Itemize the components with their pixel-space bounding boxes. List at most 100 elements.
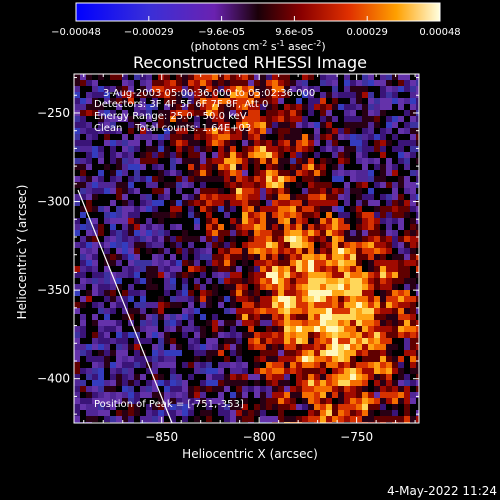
heatmap-cell <box>164 80 170 86</box>
heatmap-cell <box>302 410 308 416</box>
heatmap-cell <box>344 380 350 386</box>
heatmap-cell <box>314 398 320 404</box>
heatmap-cell <box>116 200 122 206</box>
heatmap-cell <box>128 278 134 284</box>
heatmap-cell <box>320 224 326 230</box>
heatmap-cell <box>368 140 374 146</box>
heatmap-cell <box>146 86 152 92</box>
heatmap-cell <box>212 188 218 194</box>
heatmap-cell <box>368 182 374 188</box>
heatmap-cell <box>128 116 134 122</box>
heatmap-cell <box>272 314 278 320</box>
heatmap-cell <box>104 224 110 230</box>
heatmap-cell <box>326 152 332 158</box>
heatmap-cell <box>86 398 92 404</box>
heatmap-cell <box>140 146 146 152</box>
heatmap-cell <box>194 200 200 206</box>
heatmap-cell <box>74 236 80 242</box>
heatmap-cell <box>188 128 194 134</box>
heatmap-cell <box>218 356 224 362</box>
heatmap-cell <box>152 176 158 182</box>
heatmap-cell <box>110 170 116 176</box>
heatmap-cell <box>134 410 140 416</box>
heatmap-cell <box>320 206 326 212</box>
heatmap-cell <box>212 158 218 164</box>
heatmap-cell <box>314 272 320 278</box>
heatmap-cell <box>110 74 116 80</box>
heatmap-cell <box>314 152 320 158</box>
heatmap-cell <box>374 284 380 290</box>
heatmap-cell <box>152 116 158 122</box>
heatmap-cell <box>326 254 332 260</box>
heatmap-cell <box>254 134 260 140</box>
heatmap-cell <box>116 236 122 242</box>
heatmap-cell <box>134 230 140 236</box>
heatmap-cell <box>80 416 86 422</box>
heatmap-cell <box>314 158 320 164</box>
heatmap-cell <box>152 410 158 416</box>
heatmap-cell <box>338 338 344 344</box>
heatmap-cell <box>344 230 350 236</box>
heatmap-cell <box>236 374 242 380</box>
heatmap-cell <box>146 218 152 224</box>
heatmap-cell <box>116 134 122 140</box>
heatmap-cell <box>80 98 86 104</box>
heatmap-cell <box>290 404 296 410</box>
heatmap-cell <box>236 218 242 224</box>
heatmap-cell <box>98 242 104 248</box>
heatmap-cell <box>260 212 266 218</box>
heatmap-cell <box>122 206 128 212</box>
heatmap-cell <box>374 170 380 176</box>
y-tick-label: −350 <box>37 283 70 297</box>
heatmap-cell <box>164 260 170 266</box>
heatmap-cell <box>128 212 134 218</box>
heatmap-cell <box>128 86 134 92</box>
heatmap-cell <box>392 110 398 116</box>
heatmap-cell <box>224 140 230 146</box>
heatmap-cell <box>170 242 176 248</box>
heatmap-cell <box>200 320 206 326</box>
heatmap-cell <box>134 398 140 404</box>
heatmap-cell <box>278 332 284 338</box>
heatmap-cell <box>368 158 374 164</box>
heatmap-cell <box>290 182 296 188</box>
heatmap-cell <box>386 398 392 404</box>
heatmap-cell <box>374 188 380 194</box>
heatmap-cell <box>380 230 386 236</box>
heatmap-cell <box>254 266 260 272</box>
heatmap-cell <box>404 110 410 116</box>
heatmap-cell <box>356 104 362 110</box>
heatmap-cell <box>278 368 284 374</box>
heatmap-cell <box>344 128 350 134</box>
heatmap-cell <box>194 260 200 266</box>
heatmap-cell <box>356 410 362 416</box>
heatmap-cell <box>356 332 362 338</box>
x-tick-label: −750 <box>340 430 373 444</box>
heatmap-cell <box>284 242 290 248</box>
heatmap-cell <box>338 320 344 326</box>
heatmap-cell <box>134 368 140 374</box>
heatmap-cell <box>176 356 182 362</box>
heatmap-cell <box>86 242 92 248</box>
heatmap-cell <box>290 188 296 194</box>
heatmap-cell <box>122 182 128 188</box>
heatmap-cell <box>236 302 242 308</box>
heatmap-cell <box>332 242 338 248</box>
heatmap-cell <box>158 266 164 272</box>
heatmap-cell <box>266 392 272 398</box>
heatmap-cell <box>404 344 410 350</box>
heatmap-cell <box>350 158 356 164</box>
heatmap-cell <box>242 266 248 272</box>
heatmap-cell <box>218 296 224 302</box>
heatmap-cell <box>86 272 92 278</box>
heatmap-cell <box>104 170 110 176</box>
heatmap-cell <box>350 182 356 188</box>
heatmap-cell <box>254 182 260 188</box>
heatmap-cell <box>272 122 278 128</box>
heatmap-cell <box>176 314 182 320</box>
heatmap-cell <box>200 86 206 92</box>
heatmap-cell <box>404 410 410 416</box>
heatmap-cell <box>200 182 206 188</box>
heatmap-cell <box>284 260 290 266</box>
heatmap-cell <box>302 152 308 158</box>
